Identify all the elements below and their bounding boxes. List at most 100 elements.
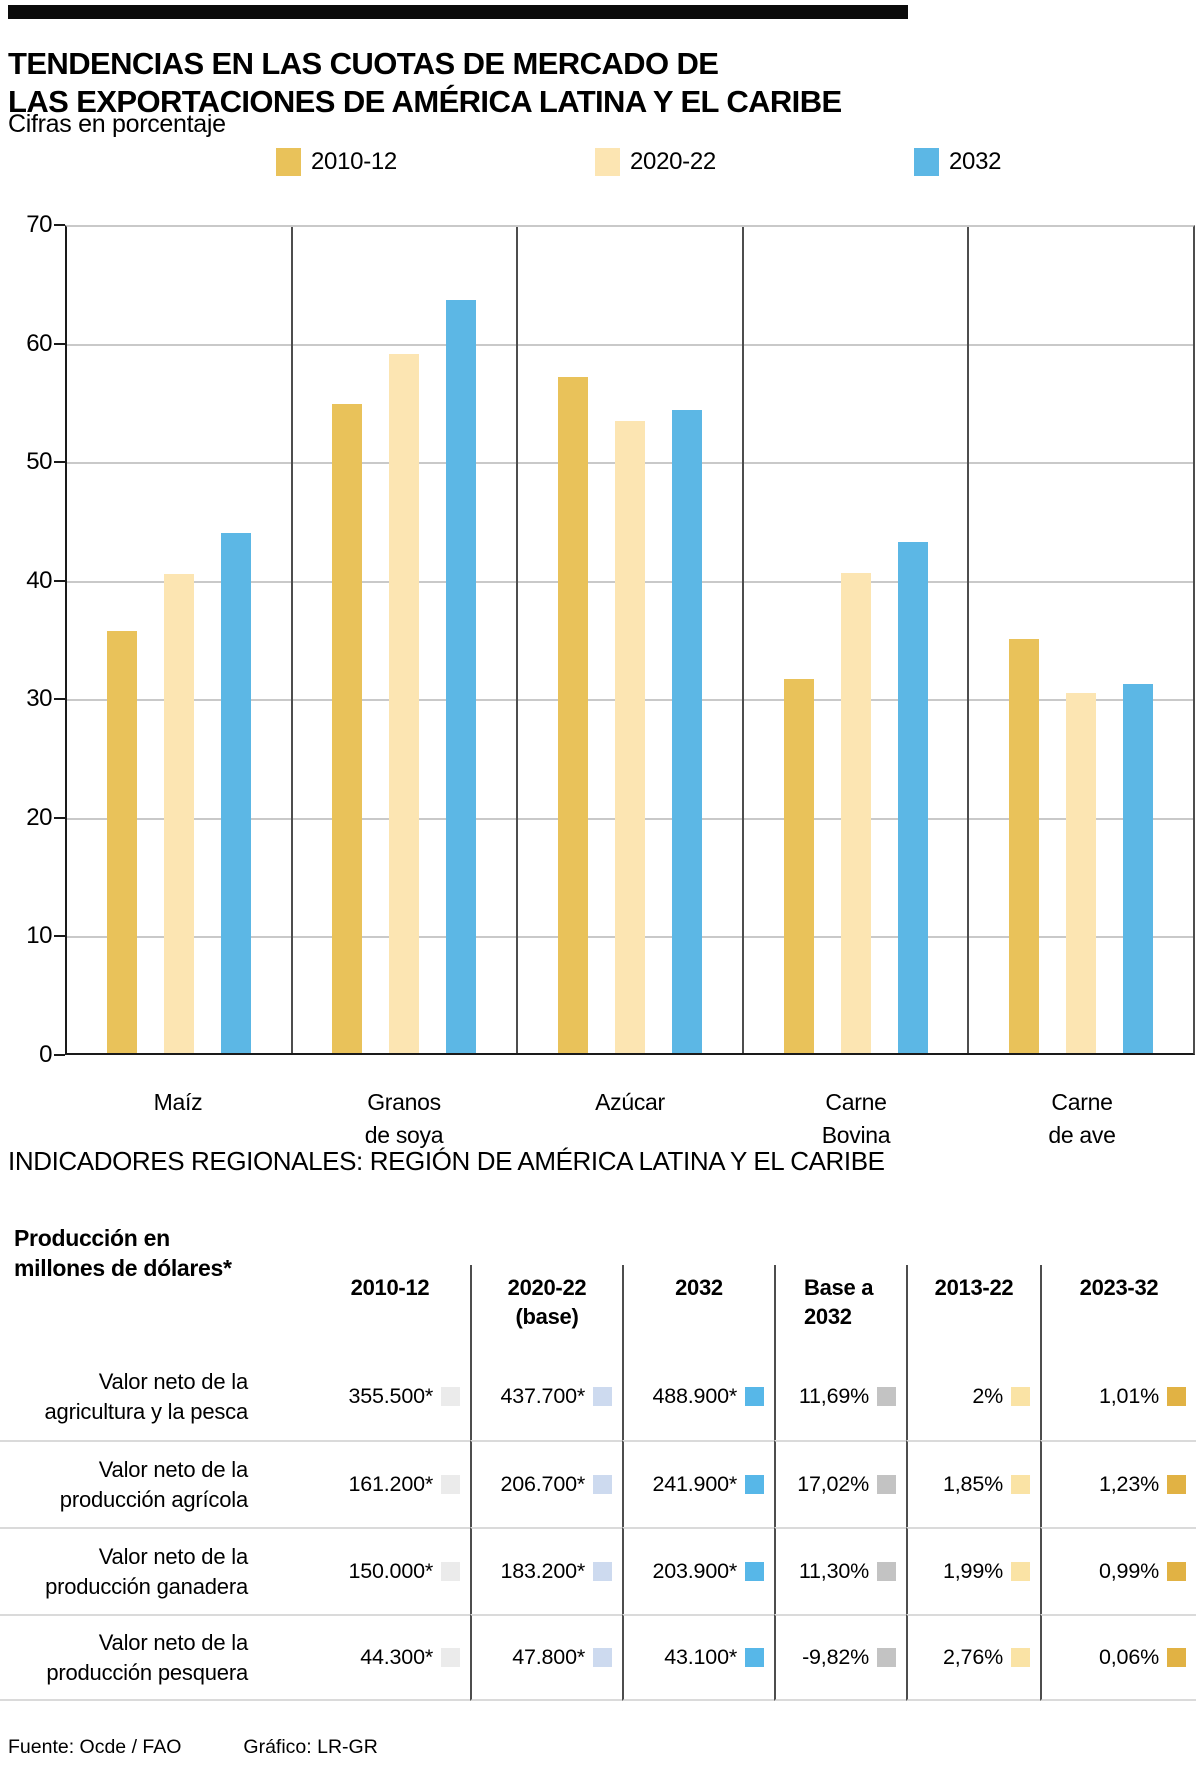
y-tick-mark	[54, 698, 65, 701]
y-tick-label: 60	[26, 329, 52, 357]
bar	[897, 542, 928, 1053]
value-text: 2%	[972, 1384, 1003, 1408]
footer-source: Fuente: Ocde / FAO	[8, 1736, 182, 1758]
value-cell: 2%	[906, 1353, 1040, 1440]
value-cell: 161.200*	[310, 1440, 470, 1527]
table-header-cell: 2020-22 (base)	[470, 1265, 622, 1353]
value-text: 488.900*	[652, 1384, 738, 1408]
y-tick-label: 30	[26, 685, 52, 713]
bar	[1123, 683, 1154, 1053]
value-cell: 1,01%	[1040, 1353, 1196, 1440]
y-tick-mark	[54, 579, 65, 582]
y-tick-label: 10	[26, 922, 52, 950]
value-marker	[1167, 1648, 1186, 1667]
value-text: 0,06%	[1099, 1645, 1159, 1669]
page-title-line2: LAS EXPORTACIONES DE AMÉRICA LATINA Y EL…	[8, 84, 842, 120]
page-title-line1: TENDENCIAS EN LAS CUOTAS DE MERCADO DE	[8, 45, 719, 81]
value-cell: 355.500*	[310, 1353, 470, 1440]
value-text: 355.500*	[348, 1384, 434, 1408]
value-text: 47.800*	[512, 1645, 585, 1669]
value-marker	[1011, 1562, 1030, 1581]
value-marker	[745, 1648, 764, 1667]
value-cell: 17,02%	[774, 1440, 906, 1527]
row-label: Valor neto de la producción ganadera	[0, 1527, 310, 1614]
value-text: 1,85%	[943, 1472, 1003, 1496]
value-text: 2,76%	[943, 1645, 1003, 1669]
value-text: 1,23%	[1099, 1472, 1159, 1496]
y-tick-label: 70	[26, 211, 52, 238]
bar-groups	[67, 227, 1193, 1053]
value-text: 206.700*	[500, 1472, 586, 1496]
legend-swatch	[594, 148, 620, 176]
x-category-label: Granos de soya	[364, 1089, 444, 1149]
value-marker	[441, 1648, 460, 1667]
y-tick-mark	[54, 935, 65, 938]
bar-group	[516, 227, 742, 1053]
table-header-cell: 2032	[622, 1265, 774, 1353]
value-marker	[1167, 1475, 1186, 1494]
y-tick-mark	[54, 224, 65, 226]
value-marker	[1167, 1387, 1186, 1406]
value-cell: 437.700*	[470, 1353, 622, 1440]
bar	[220, 532, 251, 1053]
value-text: 183.200*	[500, 1559, 586, 1583]
table-header-cell: 2010-12	[350, 1275, 430, 1300]
y-tick-mark	[54, 1054, 65, 1056]
bar-chart: 0 10 20 30 40 50 60 70 Maíz Granos de soya Azúcar…	[0, 211, 1200, 1165]
bar-group	[67, 227, 291, 1053]
value-text: -9,82%	[802, 1645, 869, 1669]
value-text: 1,99%	[943, 1559, 1003, 1583]
value-marker	[1011, 1387, 1030, 1406]
value-marker	[1167, 1562, 1186, 1581]
table-header-corner	[0, 1265, 310, 1353]
row-label: Valor neto de la producción pesquera	[0, 1614, 310, 1701]
chart-subtitle: Cifras en porcentaje	[8, 110, 226, 138]
value-text: 44.300*	[360, 1645, 433, 1669]
value-cell: 206.700*	[470, 1440, 622, 1527]
legend-label: 2010-12	[311, 148, 397, 175]
table-header-cell: Base a 2032	[774, 1265, 906, 1353]
value-marker	[877, 1648, 896, 1667]
value-cell: 150.000*	[310, 1527, 470, 1614]
x-category-label: Carne de ave	[1048, 1089, 1116, 1149]
table-corner-label: Producción en millones de dólares*	[14, 1225, 232, 1282]
value-cell: 0,06%	[1040, 1614, 1196, 1701]
value-marker	[593, 1648, 612, 1667]
gridline	[67, 343, 1193, 346]
table-header-cell: 2013-22	[906, 1265, 1040, 1353]
bar-group	[290, 227, 517, 1053]
value-text: 11,30%	[798, 1559, 869, 1583]
bar	[614, 420, 645, 1053]
value-marker	[745, 1387, 764, 1406]
y-tick-label: 50	[26, 448, 52, 476]
value-cell: 1,99%	[906, 1527, 1040, 1614]
y-tick-label: 20	[26, 803, 52, 831]
y-tick-label: 40	[26, 566, 52, 594]
value-marker	[593, 1387, 612, 1406]
value-marker	[1011, 1475, 1030, 1494]
value-marker	[593, 1562, 612, 1581]
bar	[840, 572, 871, 1053]
chart-legend: 2010-12 2020-22 2032	[276, 148, 1001, 176]
value-text: 0,99%	[1099, 1559, 1159, 1583]
legend-swatch	[276, 148, 301, 176]
value-cell: 183.200*	[470, 1527, 622, 1614]
value-marker	[441, 1387, 460, 1406]
value-marker	[877, 1562, 896, 1581]
legend-item: 2032	[913, 148, 1002, 176]
y-tick-mark	[54, 816, 65, 819]
value-marker	[877, 1475, 896, 1494]
x-category-label: Azúcar	[595, 1089, 665, 1115]
x-category-label: Carne Bovina	[821, 1089, 891, 1149]
value-cell: 1,23%	[1040, 1440, 1196, 1527]
bar	[163, 573, 194, 1053]
legend-label: 2032	[948, 148, 1002, 175]
bar	[1009, 638, 1040, 1053]
value-text: 437.700*	[500, 1384, 586, 1408]
page-title: TENDENCIAS EN LAS CUOTAS DE MERCADO DE L…	[8, 45, 842, 122]
y-tick-label: 0	[39, 1041, 52, 1068]
bar	[671, 409, 702, 1053]
value-text: 150.000*	[348, 1559, 434, 1583]
value-cell: 241.900*	[622, 1440, 774, 1527]
table-grid: 2010-12 2020-22 (base) 2032 Base a 2032 2013…	[0, 1265, 1196, 1701]
